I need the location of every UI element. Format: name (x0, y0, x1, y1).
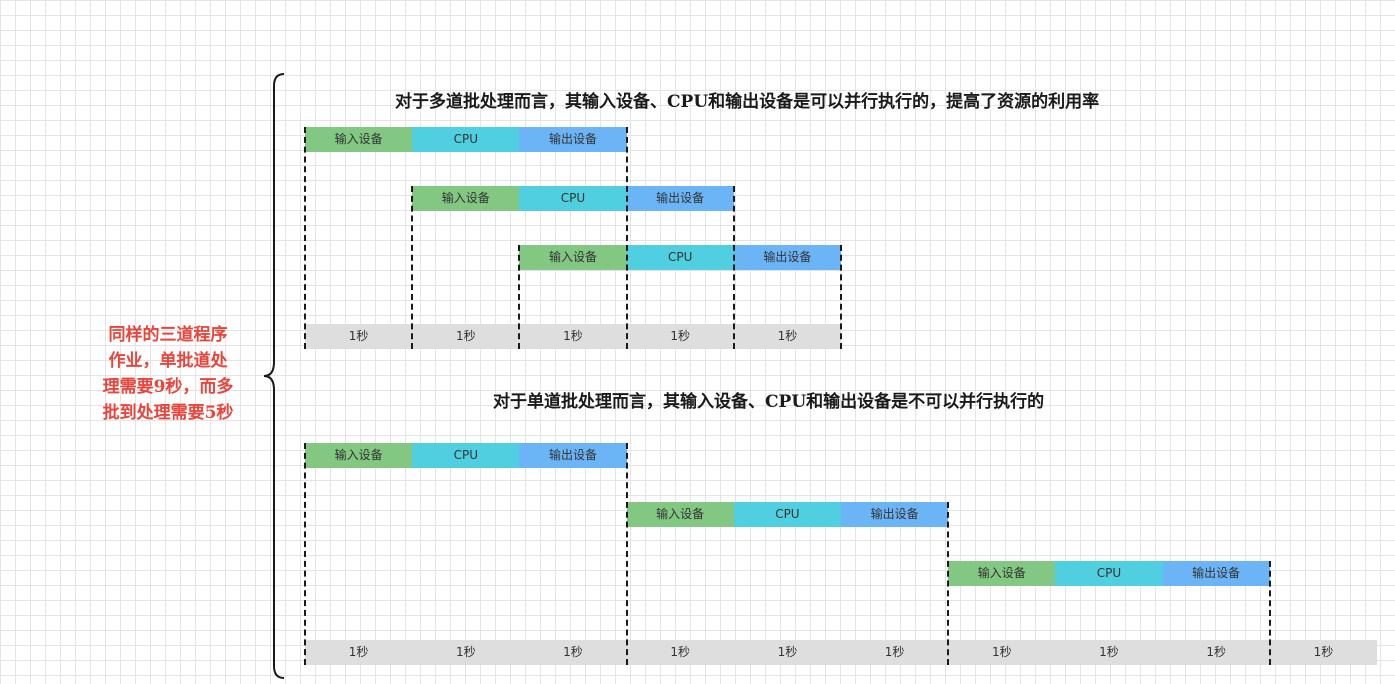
time-boundary-dashed-line (840, 245, 842, 349)
annotation-line: 作业，单批道处 (108, 351, 228, 371)
cpu-stage-block: CPU (519, 186, 627, 211)
time-boundary-dashed-line (947, 502, 950, 665)
output-stage-block: 输出设备 (1162, 561, 1270, 586)
output-stage-block: 输出设备 (519, 127, 627, 152)
time-tick-label: 1秒 (777, 645, 798, 659)
time-boundary-dashed-line (625, 127, 628, 349)
input-stage-block: 输入设备 (948, 561, 1056, 586)
input-stage-block: 输入设备 (305, 443, 413, 468)
time-tick-label: 1秒 (1206, 645, 1226, 659)
time-tick-label: 1秒 (991, 645, 1012, 659)
time-tick-label: 1秒 (777, 329, 798, 343)
cpu-stage-block: CPU (733, 502, 841, 527)
time-boundary-dashed-line (304, 127, 306, 349)
time-tick-label: 1秒 (455, 329, 476, 343)
cpu-stage-block: CPU (412, 443, 520, 468)
cpu-stage-block: CPU (412, 127, 520, 152)
input-stage-block: 输入设备 (412, 186, 520, 211)
input-stage-block: 输入设备 (305, 127, 413, 152)
time-tick-label: 1秒 (1099, 645, 1119, 659)
left-brace (263, 73, 285, 679)
input-stage-block: 输入设备 (519, 245, 627, 270)
time-tick-label: 1秒 (348, 329, 369, 343)
time-boundary-dashed-line (1268, 561, 1271, 665)
output-stage-block: 输出设备 (519, 443, 627, 468)
time-tick-label: 1秒 (563, 329, 583, 343)
brace-annotation: 同样的三道程序 作业，单批道处 理需要9秒，而多 批到处理需要5秒 (78, 322, 258, 426)
time-tick-label: 1秒 (670, 645, 690, 659)
time-tick-label: 1秒 (563, 645, 583, 659)
time-tick-label: 1秒 (455, 645, 476, 659)
time-boundary-dashed-line (518, 245, 521, 349)
output-stage-block: 输出设备 (841, 502, 949, 527)
time-boundary-dashed-line (304, 443, 306, 665)
time-axis-bar (305, 324, 841, 349)
time-tick-label: 1秒 (348, 645, 369, 659)
output-stage-block: 输出设备 (733, 245, 841, 270)
time-tick-label: 1秒 (670, 329, 690, 343)
output-stage-block: 输出设备 (626, 186, 734, 211)
cpu-stage-block: CPU (1055, 561, 1163, 586)
single-batch-title: 对于单道批处理而言，其输入设备、CPU和输出设备是不可以并行执行的 (493, 392, 1045, 412)
annotation-line: 同样的三道程序 (108, 325, 228, 345)
multi-batch-title: 对于多道批处理而言，其输入设备、CPU和输出设备是可以并行执行的，提高了资源的利… (395, 92, 1100, 112)
time-boundary-dashed-line (625, 443, 628, 665)
time-tick-label: 1秒 (884, 645, 905, 659)
time-axis-bar (305, 640, 1377, 665)
time-tick-label: 1秒 (1313, 645, 1334, 659)
cpu-stage-block: CPU (626, 245, 734, 270)
annotation-line: 批到处理需要5秒 (102, 403, 234, 423)
annotation-line: 理需要9秒，而多 (102, 377, 234, 397)
time-boundary-dashed-line (732, 186, 735, 349)
time-boundary-dashed-line (411, 186, 414, 349)
input-stage-block: 输入设备 (626, 502, 734, 527)
